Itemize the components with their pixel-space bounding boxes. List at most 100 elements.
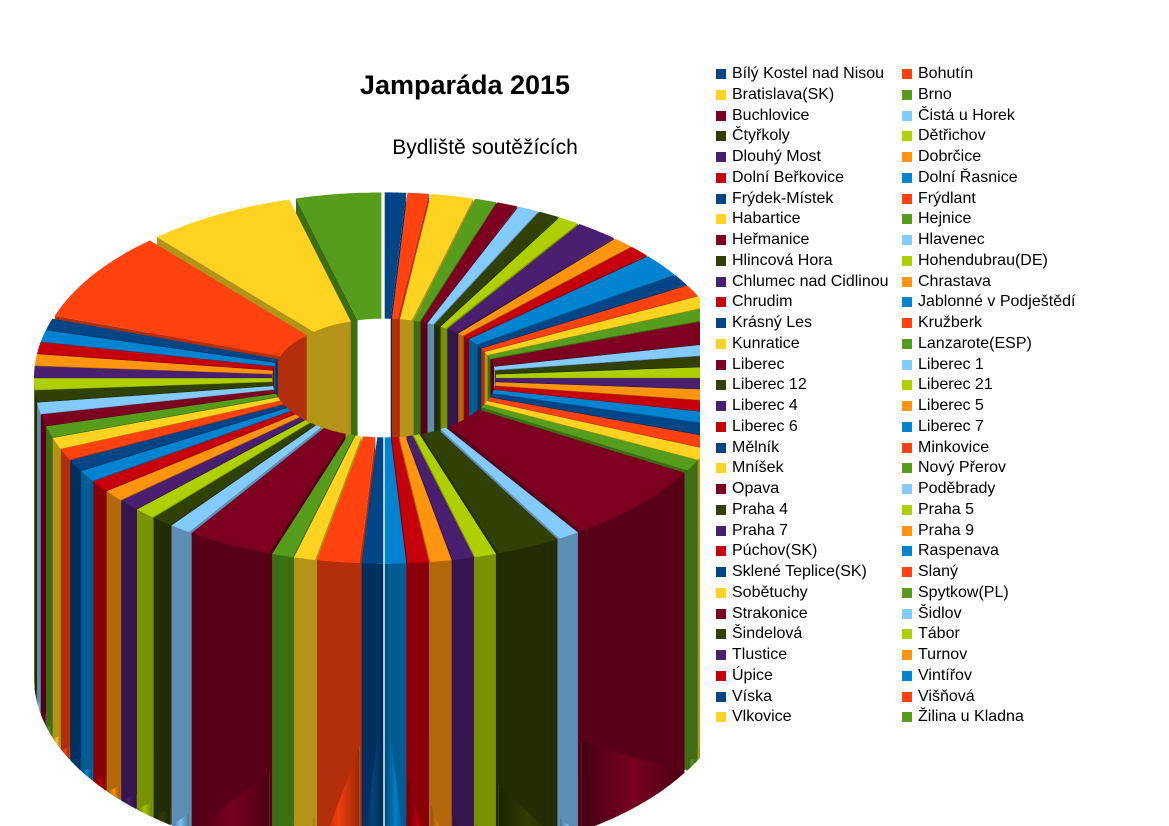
pie-slice-top — [392, 436, 429, 564]
legend-label: Čtyřkoly — [732, 127, 790, 145]
legend-label: Dolní Řasnice — [918, 168, 1018, 186]
legend-label: Mníšek — [732, 459, 784, 477]
legend-label: Minkovice — [918, 438, 990, 456]
legend-label: Chrudim — [732, 293, 793, 311]
pie-slice-top — [46, 318, 278, 363]
legend-swatch — [716, 401, 726, 411]
legend-label: Nový Přerov — [918, 459, 1007, 477]
chart-subtitle: Bydliště soutěžících — [392, 136, 578, 159]
legend-label: Liberec 4 — [732, 397, 798, 414]
pie-slice-top — [421, 429, 558, 554]
legend-label: Raspenava — [918, 542, 999, 560]
legend-label: Hohendubrau(DE) — [918, 251, 1048, 269]
legend-label: Dolní Beřkovice — [732, 168, 845, 186]
legend-label: Buchlovice — [732, 106, 810, 124]
pie-slice-top — [449, 409, 685, 531]
legend-label: Tlustice — [732, 646, 788, 663]
legend-swatch — [902, 172, 912, 183]
pie-slice-top — [93, 411, 295, 491]
legend-label: Dobrčice — [918, 148, 982, 165]
legend-swatch — [716, 131, 726, 142]
legend-swatch — [902, 318, 912, 328]
legend-label: Sklené Teplice(SK) — [732, 563, 867, 580]
legend-swatch — [716, 421, 726, 432]
legend-label: Frýdlant — [918, 189, 976, 207]
pie-slice-top — [463, 247, 647, 339]
pie-slice-top — [121, 417, 305, 509]
legend-label: Čistá u Horek — [918, 106, 1015, 124]
legend-swatch — [716, 110, 726, 121]
pie-slice-top — [54, 240, 307, 357]
legend-swatch — [716, 172, 726, 183]
legend-swatch — [716, 567, 726, 577]
pie-slice-top — [37, 386, 274, 414]
pie-slice-top — [34, 378, 273, 390]
legend-label: Slaný — [918, 563, 959, 580]
legend-label: Chrastava — [918, 272, 991, 290]
legend-label: Heřmanice — [732, 231, 810, 248]
legend-swatch — [716, 152, 726, 162]
pie-slice — [384, 437, 407, 826]
legend-label: Úpice — [732, 666, 773, 684]
legend-label: Praha 4 — [732, 500, 789, 518]
pie-slice-top — [484, 401, 700, 460]
legend-label: Bohutín — [918, 65, 974, 82]
legend-swatch — [902, 504, 912, 515]
pie-slice-top — [495, 378, 700, 389]
legend-label: Praha 9 — [918, 521, 975, 539]
pie-slice-top — [481, 404, 698, 471]
legend-label: Liberec 6 — [732, 417, 798, 435]
pie-slice-top — [406, 435, 474, 560]
legend-swatch — [902, 442, 912, 453]
pie-slice-top — [34, 382, 273, 402]
pie-slice-top — [70, 404, 287, 471]
legend-swatch — [902, 235, 912, 245]
pie-slice-top — [60, 401, 284, 460]
legend-label: Brno — [918, 85, 952, 103]
legend-swatch — [902, 650, 912, 660]
legend-swatch — [902, 380, 912, 391]
legend-label: Bratislava(SK) — [732, 85, 835, 103]
pie-slice — [361, 437, 384, 826]
legend-swatch — [716, 608, 726, 619]
legend-swatch — [716, 463, 726, 474]
legend-swatch — [716, 587, 726, 598]
legend-label: Liberec — [732, 355, 785, 373]
pie-slice-top — [384, 437, 407, 564]
legend-label: Bílý Kostel nad Nisou — [732, 65, 885, 82]
legend-label: Šindelová — [732, 625, 803, 643]
pie-slice-top — [458, 238, 631, 336]
legend-swatch — [716, 650, 726, 660]
pie-slice-top — [137, 420, 310, 518]
pie-slice-top — [481, 285, 698, 352]
legend-swatch — [716, 670, 726, 681]
legend-swatch — [902, 587, 912, 598]
legend-swatch — [716, 525, 726, 536]
pie-slice-top — [34, 366, 273, 378]
legend-swatch — [902, 421, 912, 432]
legend-swatch — [716, 629, 726, 640]
legend-swatch — [902, 110, 912, 121]
pie-slice-top — [191, 428, 346, 554]
pie-slice-top — [294, 435, 362, 560]
legend-swatch — [716, 255, 726, 266]
chart-title: Jamparáda 2015 — [359, 70, 571, 100]
legend-swatch — [716, 380, 726, 391]
legend-swatch — [716, 235, 726, 245]
pie-slice-top — [46, 393, 278, 438]
legend-label: Púchov(SK) — [732, 542, 818, 560]
pie-slice-top — [495, 382, 700, 400]
pie-slice-top — [40, 330, 276, 367]
pie-slice-top — [153, 422, 316, 525]
legend-label: Sobětuchy — [732, 583, 808, 601]
pie-slice-top — [296, 192, 382, 321]
legend-swatch — [716, 712, 726, 723]
legend-swatch — [902, 484, 912, 494]
pie-slice-top — [440, 427, 578, 539]
pie-slice-top — [392, 192, 429, 320]
legend-label: Frýdek-Místek — [732, 189, 834, 207]
pie-slice-top — [487, 308, 700, 359]
pie-slice-top — [427, 206, 539, 325]
legend-label: Vintířov — [918, 666, 972, 684]
legend-swatch — [902, 193, 912, 204]
